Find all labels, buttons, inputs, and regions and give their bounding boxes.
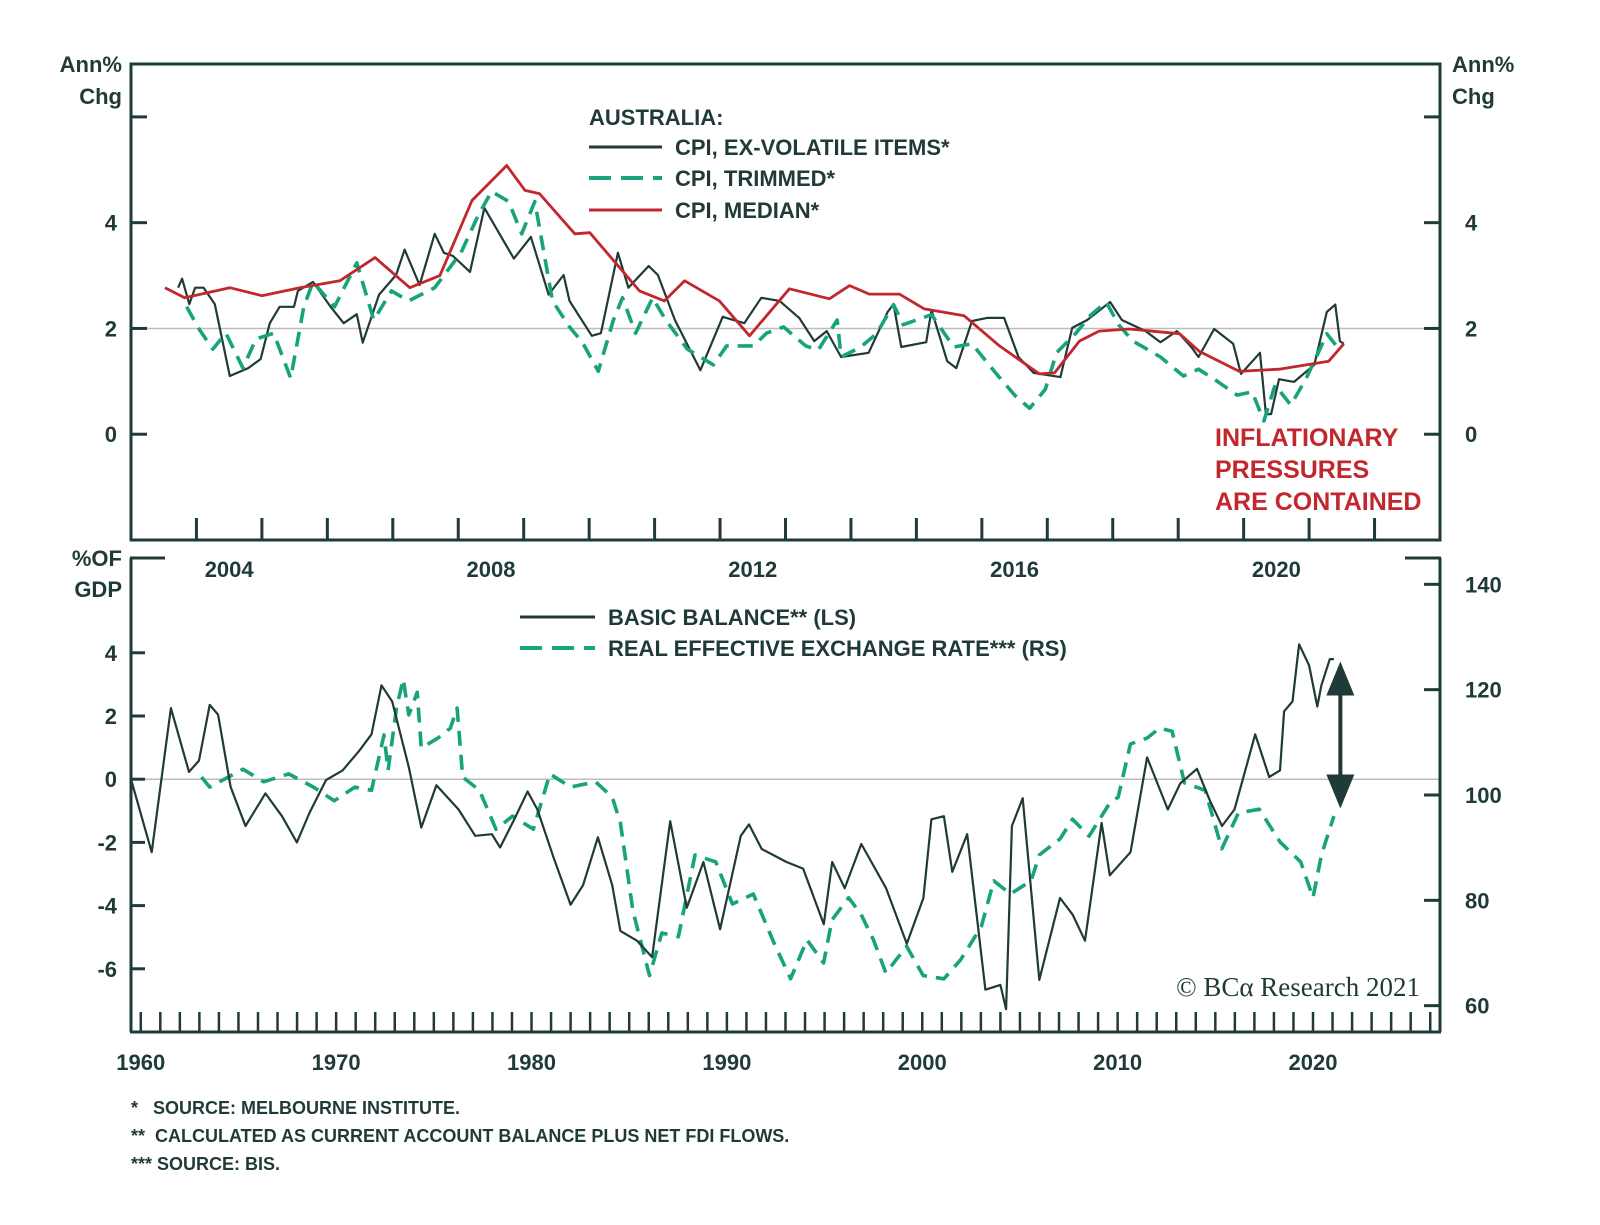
x-tick-label: 1970 (312, 1050, 361, 1075)
x-tick-label: 2010 (1093, 1050, 1142, 1075)
y-tick-label-left: 2 (105, 704, 117, 729)
legend-label: CPI, EX-VOLATILE ITEMS* (675, 135, 950, 160)
series-line-trimmed (185, 189, 1343, 423)
legend-label: CPI, TRIMMED* (675, 166, 836, 191)
y-tick-label-right: 2 (1465, 316, 1477, 341)
footnote: ** CALCULATED AS CURRENT ACCOUNT BALANCE… (131, 1126, 789, 1146)
y-tick-label-left: 4 (105, 211, 118, 236)
arrow-up-icon (1326, 661, 1355, 696)
annotation-text: PRESSURES (1215, 456, 1369, 484)
arrow-down-icon (1326, 774, 1355, 809)
x-tick-label: 2008 (466, 557, 515, 582)
x-tick-label: 2000 (898, 1050, 947, 1075)
x-tick-label: 1990 (702, 1050, 751, 1075)
series-line-basic-balance (129, 643, 1334, 1011)
y-tick-label-right: 0 (1465, 422, 1477, 447)
y-axis-label-right: Ann% Chg (1452, 52, 1514, 109)
y-tick-label-left: -6 (97, 957, 117, 982)
y-axis-label-left: Ann% Chg (60, 52, 122, 109)
y-axis-label-line: Chg (1452, 84, 1495, 109)
x-tick-label: 2012 (728, 557, 777, 582)
x-tick-label: 2004 (205, 557, 255, 582)
x-tick-label: 1960 (116, 1050, 165, 1075)
y-tick-label-right: 140 (1465, 572, 1502, 597)
copyright-text: © BCα Research 2021 (1176, 972, 1420, 1002)
y-axis-label-line: Ann% (1452, 52, 1514, 77)
footnote: *** SOURCE: BIS. (131, 1154, 280, 1174)
legend-label: BASIC BALANCE** (LS) (608, 605, 856, 630)
y-tick-label-left: 2 (105, 316, 117, 341)
series-line-median (164, 164, 1345, 376)
x-tick-label: 1980 (507, 1050, 556, 1075)
y-tick-label-left: -4 (97, 894, 117, 919)
legend-label: CPI, MEDIAN* (675, 198, 820, 223)
y-axis-label-line: Ann% (60, 52, 122, 77)
y-tick-label-right: 100 (1465, 783, 1502, 808)
y-tick-label-left: 0 (105, 767, 117, 792)
legend-label: REAL EFFECTIVE EXCHANGE RATE*** (RS) (608, 636, 1067, 661)
series-line-ex-volatile (177, 206, 1345, 416)
series-line-reer (200, 677, 1336, 981)
annotation-text: INFLATIONARY (1215, 424, 1399, 452)
x-tick-label: 2020 (1252, 557, 1301, 582)
legend-title: AUSTRALIA: (589, 105, 723, 130)
y-axis-label-line: Chg (79, 84, 122, 109)
y-tick-label-left: 4 (105, 641, 118, 666)
y-axis-label-line: %OF (72, 546, 122, 571)
y-tick-label-right: 80 (1465, 888, 1489, 913)
x-tick-label: 2016 (990, 557, 1039, 582)
x-tick-label: 2020 (1289, 1050, 1338, 1075)
y-axis-label-line: GDP (74, 577, 122, 602)
footnote: * SOURCE: MELBOURNE INSTITUTE. (131, 1098, 460, 1118)
annotation-text: ARE CONTAINED (1215, 488, 1421, 516)
y-axis-label-left: %OF GDP (72, 546, 122, 602)
y-tick-label-left: 0 (105, 422, 117, 447)
y-tick-label-left: -2 (97, 830, 117, 855)
y-tick-label-right: 60 (1465, 994, 1489, 1019)
y-tick-label-right: 120 (1465, 678, 1502, 703)
y-tick-label-right: 4 (1465, 211, 1478, 236)
